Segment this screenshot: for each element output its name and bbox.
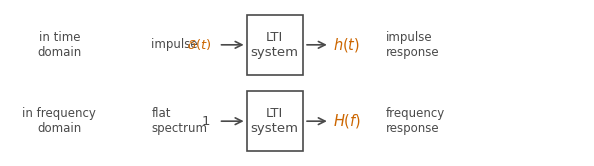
Text: impulse: impulse <box>151 38 202 51</box>
FancyBboxPatch shape <box>247 15 303 75</box>
Text: in time
domain: in time domain <box>37 31 81 59</box>
Text: LTI
system: LTI system <box>251 31 299 59</box>
Text: $h(t)$: $h(t)$ <box>333 36 360 54</box>
Text: frequency
response: frequency response <box>386 107 446 135</box>
Text: $H(f)$: $H(f)$ <box>333 112 361 130</box>
Text: LTI
system: LTI system <box>251 107 299 135</box>
Text: $\delta(t)$: $\delta(t)$ <box>187 37 211 52</box>
Text: impulse
response: impulse response <box>386 31 440 59</box>
Text: flat
spectrum: flat spectrum <box>151 107 207 135</box>
Text: 1: 1 <box>202 115 210 128</box>
FancyBboxPatch shape <box>247 91 303 151</box>
Text: in frequency
domain: in frequency domain <box>23 107 96 135</box>
